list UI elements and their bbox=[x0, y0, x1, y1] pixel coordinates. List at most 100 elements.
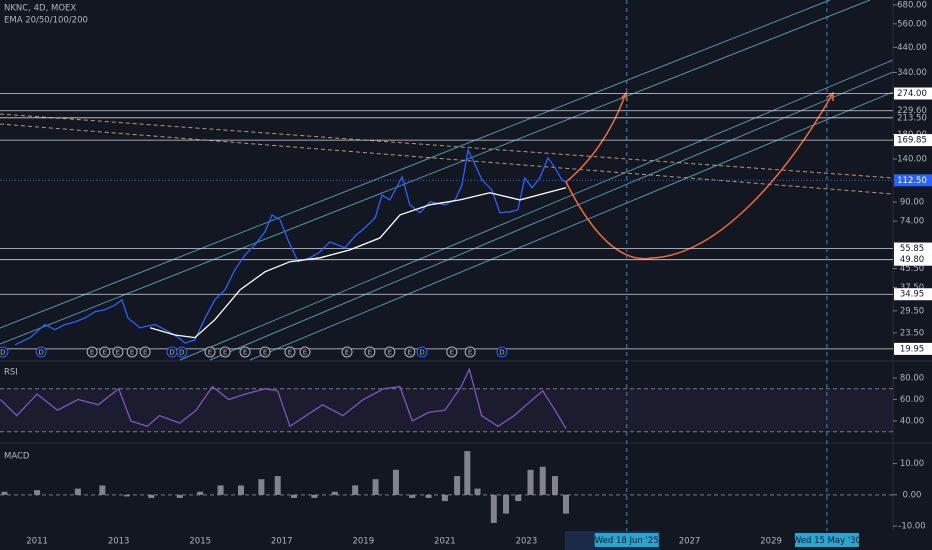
macd-bar bbox=[474, 488, 481, 495]
macd-bar bbox=[74, 488, 81, 495]
level-label: 19.95 bbox=[900, 344, 924, 354]
x-tick-label: 2021 bbox=[434, 537, 456, 547]
macd-bar bbox=[372, 479, 379, 495]
macd-bar bbox=[441, 494, 448, 502]
y-tick-label: 45.50 bbox=[900, 264, 924, 274]
y-tick-label: 90.00 bbox=[900, 198, 924, 208]
price-line bbox=[0, 367, 567, 429]
level-label-box bbox=[894, 134, 932, 147]
macd-bar bbox=[527, 469, 534, 495]
macd-bar bbox=[454, 476, 461, 495]
date-marker-box bbox=[594, 533, 659, 547]
macd-bar bbox=[539, 466, 546, 495]
macd-bar bbox=[290, 494, 297, 498]
event-label: E bbox=[468, 349, 472, 357]
event-marker bbox=[204, 346, 216, 358]
macd-bar bbox=[562, 494, 569, 514]
x-tick-label: 2027 bbox=[679, 537, 701, 547]
y-tick-label: 340.00 bbox=[897, 68, 927, 78]
event-label: E bbox=[103, 349, 107, 357]
level-label-box bbox=[894, 87, 932, 100]
event-marker bbox=[284, 346, 296, 358]
macd-bar bbox=[503, 494, 510, 514]
x-tick-label: 2013 bbox=[108, 537, 130, 547]
x-tick-label: 2019 bbox=[352, 537, 374, 547]
y-tick-label: 10.00 bbox=[900, 459, 924, 469]
macd-bar bbox=[258, 479, 265, 495]
event-marker bbox=[404, 346, 416, 358]
x-tick-label: 2023 bbox=[516, 537, 538, 547]
event-marker bbox=[464, 346, 476, 358]
event-label: D bbox=[499, 349, 504, 357]
macd-bar bbox=[352, 485, 359, 495]
x-tick-label: 2011 bbox=[26, 537, 48, 547]
event-marker bbox=[0, 346, 9, 358]
level-label: 213.50 bbox=[897, 113, 927, 123]
macd-bar bbox=[409, 494, 416, 498]
channel-lines bbox=[0, 0, 894, 361]
event-marker bbox=[299, 346, 311, 358]
x-tick-label: 2017 bbox=[271, 537, 293, 547]
macd-bar bbox=[176, 494, 183, 498]
event-label: E bbox=[143, 349, 147, 357]
rsi-band bbox=[0, 388, 893, 432]
y-tick-label: 40.00 bbox=[900, 416, 924, 426]
y-tick-label: 74.00 bbox=[900, 217, 924, 227]
macd-bar bbox=[551, 476, 558, 495]
x-tick-label: 2015 bbox=[189, 537, 211, 547]
price-line bbox=[149, 187, 567, 339]
level-label: 34.95 bbox=[900, 290, 924, 300]
y-tick-label: 560.00 bbox=[897, 19, 927, 29]
macd-bar bbox=[311, 494, 318, 498]
date-marker-label: Wed 15 May '30 bbox=[793, 536, 861, 546]
event-label: D bbox=[169, 349, 174, 357]
y-tick-label: 140.00 bbox=[897, 154, 927, 164]
event-marker bbox=[341, 346, 353, 358]
event-marker bbox=[496, 346, 508, 358]
event-label: E bbox=[208, 349, 212, 357]
x-tick-label: 2029 bbox=[760, 537, 782, 547]
event-marker bbox=[176, 346, 188, 358]
macd-bar bbox=[237, 485, 244, 495]
macd-bar bbox=[515, 494, 522, 502]
macd-bar bbox=[197, 491, 204, 495]
pane-title: RSI bbox=[4, 368, 18, 378]
y-tick-label: 680.00 bbox=[897, 0, 927, 10]
macd-bar bbox=[331, 491, 338, 495]
event-label: D bbox=[38, 349, 43, 357]
y-tick-label: 37.50 bbox=[900, 283, 924, 293]
event-label: E bbox=[345, 349, 349, 357]
last-price-box bbox=[894, 174, 932, 187]
date-marker-box bbox=[794, 533, 859, 547]
event-label: E bbox=[116, 349, 120, 357]
event-marker bbox=[239, 346, 251, 358]
event-label: E bbox=[288, 349, 292, 357]
event-marker bbox=[416, 346, 428, 358]
pane-title: MACD bbox=[4, 452, 30, 462]
macd-bar bbox=[392, 469, 399, 495]
event-marker bbox=[219, 346, 231, 358]
level-label: 49.80 bbox=[900, 255, 924, 265]
y-tick-label: 60.00 bbox=[900, 395, 924, 405]
macd-bar bbox=[217, 485, 224, 495]
event-label: E bbox=[90, 349, 94, 357]
last-price-label: 112.50 bbox=[897, 176, 927, 186]
y-tick-label: 440.00 bbox=[897, 43, 927, 53]
macd-bar bbox=[123, 494, 130, 497]
level-label: 229.60 bbox=[897, 106, 927, 116]
date-marker-label: Wed 18 Jun '25 bbox=[595, 536, 659, 546]
indicator-label: EMA 20/50/100/200 bbox=[4, 16, 88, 26]
level-label: 169.85 bbox=[897, 136, 927, 146]
macd-bar bbox=[425, 494, 432, 498]
event-marker bbox=[384, 346, 396, 358]
macd-bar bbox=[1, 491, 8, 495]
trend-lines bbox=[0, 113, 894, 195]
macd-bar bbox=[99, 485, 106, 495]
macd-bar bbox=[148, 494, 155, 498]
event-label: D bbox=[179, 349, 184, 357]
macd-bar bbox=[490, 494, 497, 523]
level-label-box bbox=[894, 288, 932, 301]
event-marker bbox=[86, 346, 98, 358]
y-tick-label: 23.50 bbox=[900, 328, 924, 338]
